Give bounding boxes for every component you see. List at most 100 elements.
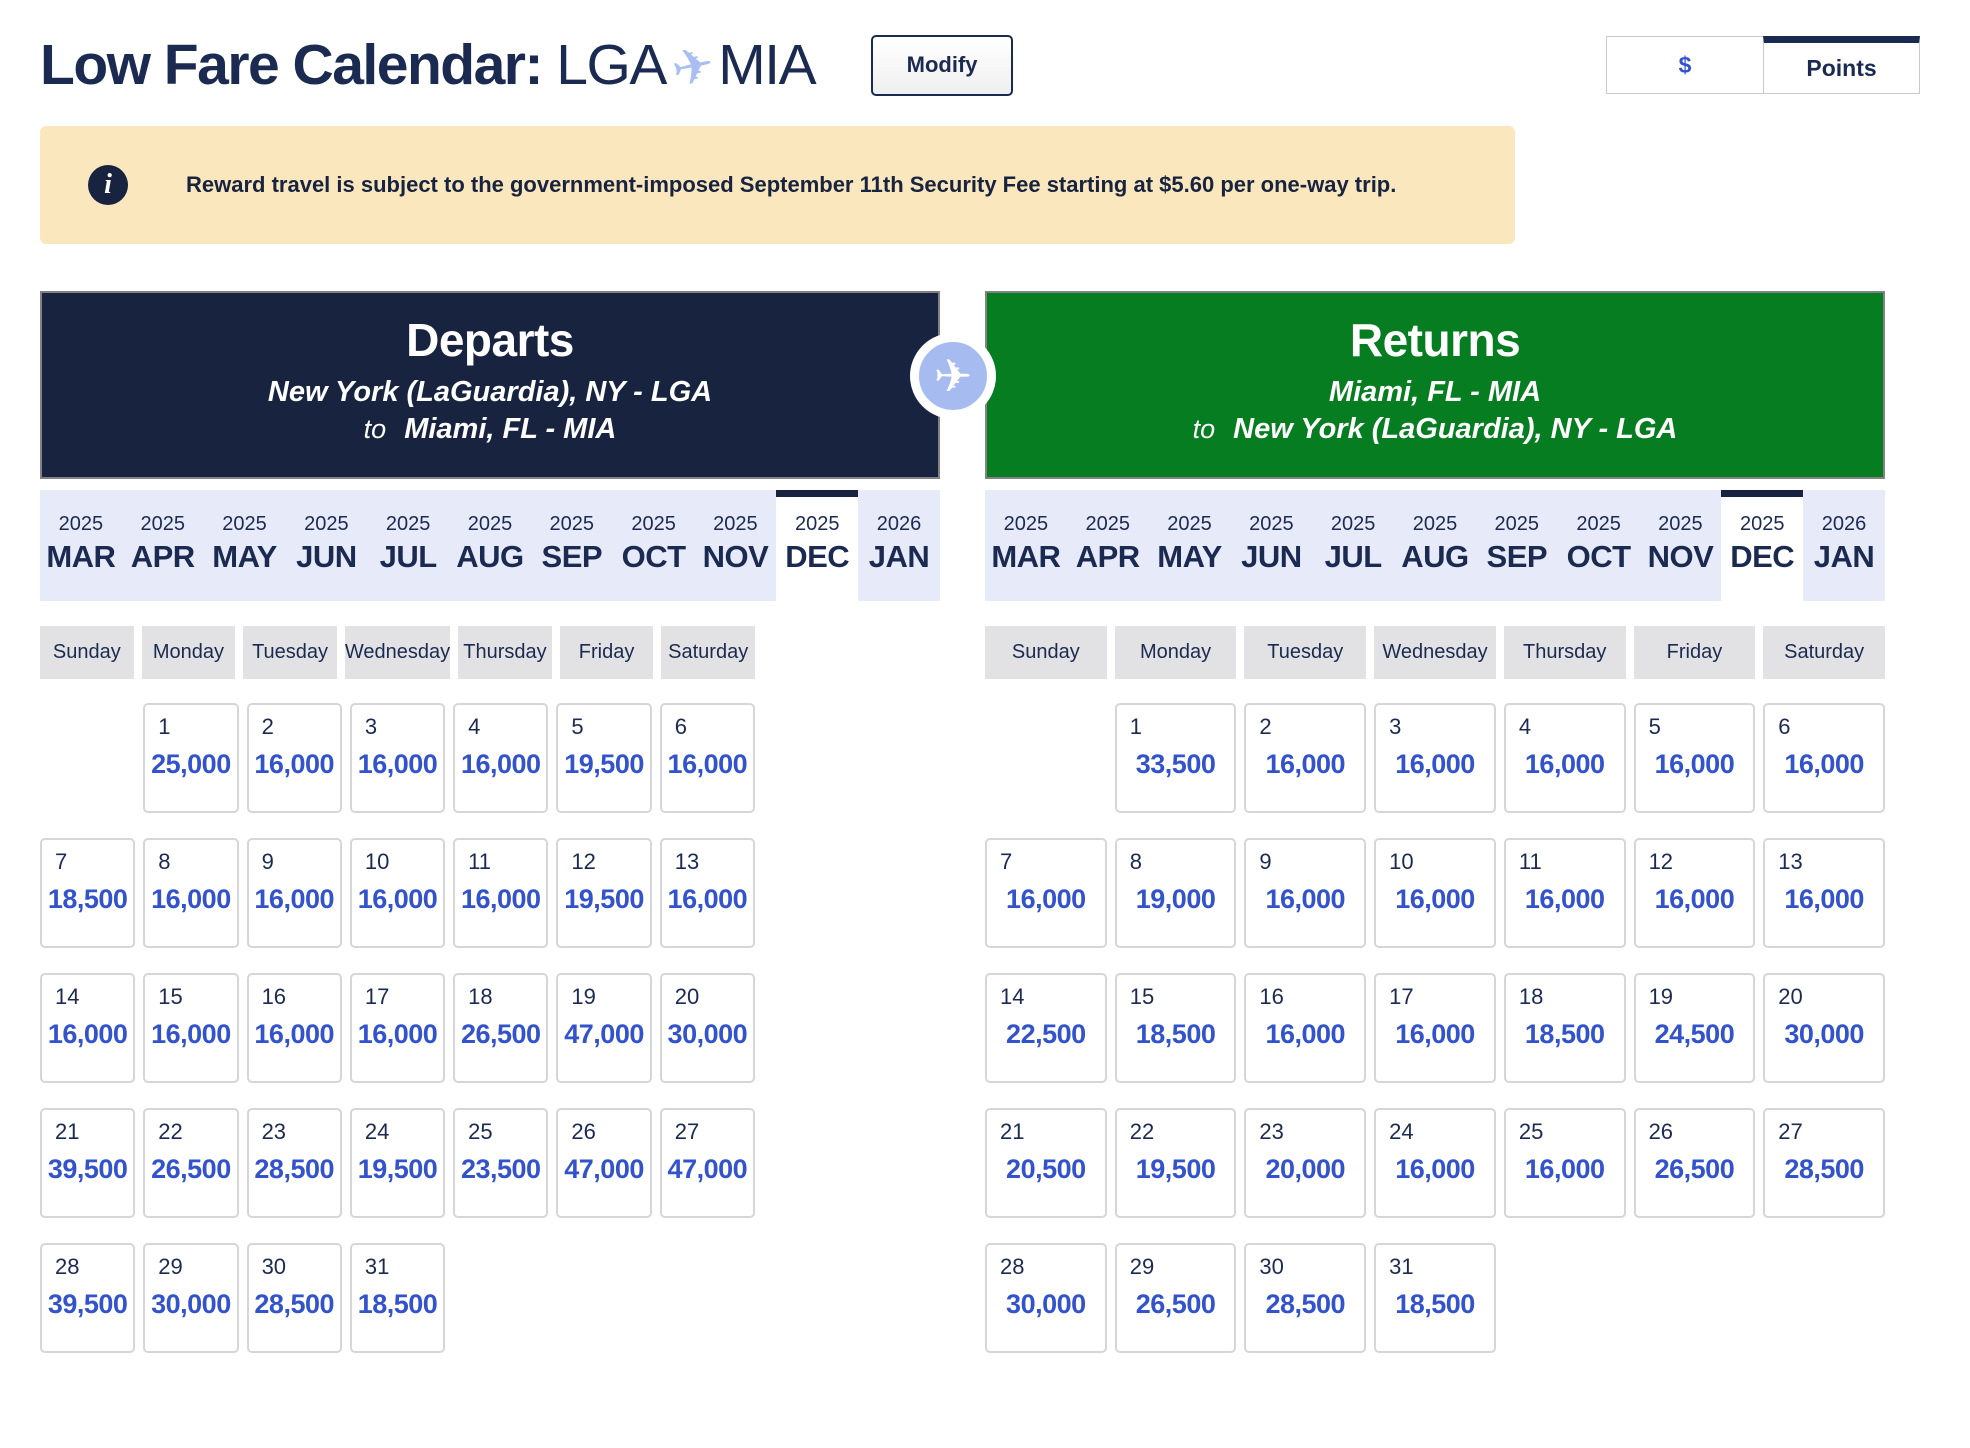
month-tab-apr[interactable]: 2025 APR	[122, 490, 204, 601]
day-cell-returns-12[interactable]: 12 16,000	[1633, 838, 1756, 948]
day-cell-returns-8[interactable]: 8 19,000	[1114, 838, 1237, 948]
day-price: 16,000	[1654, 884, 1735, 914]
day-cell-departs-5[interactable]: 5 19,500	[556, 703, 652, 813]
day-cell-returns-14[interactable]: 14 22,500	[985, 973, 1107, 1083]
month-tab-dec[interactable]: 2025 DEC	[1721, 490, 1804, 601]
day-cell-returns-30[interactable]: 30 28,500	[1244, 1243, 1367, 1353]
day-cell-returns-9[interactable]: 9 16,000	[1244, 838, 1367, 948]
day-cell-returns-26[interactable]: 26 26,500	[1633, 1108, 1756, 1218]
weekday-header-tuesday: Tuesday	[1244, 626, 1367, 679]
day-cell-departs-10[interactable]: 10 16,000	[349, 838, 446, 948]
modify-button[interactable]: Modify	[871, 34, 1014, 96]
day-cell-returns-5[interactable]: 5 16,000	[1633, 703, 1756, 813]
day-cell-returns-19[interactable]: 19 24,500	[1633, 973, 1756, 1083]
day-price: 16,000	[460, 749, 541, 779]
weekday-header-wednesday: Wednesday	[344, 626, 451, 679]
toggle-dollars-tab[interactable]: $	[1606, 36, 1763, 94]
month-tab-oct[interactable]: 2025 OCT	[613, 490, 695, 601]
day-cell-departs-19[interactable]: 19 47,000	[556, 973, 652, 1083]
day-cell-returns-7[interactable]: 7 16,000	[985, 838, 1107, 948]
day-cell-returns-22[interactable]: 22 19,500	[1114, 1108, 1237, 1218]
month-tab-jul[interactable]: 2025 JUL	[1312, 490, 1394, 601]
toggle-points-tab[interactable]: Points	[1763, 36, 1920, 94]
day-cell-departs-26[interactable]: 26 47,000	[556, 1108, 652, 1218]
day-cell-departs-29[interactable]: 29 30,000	[143, 1243, 239, 1353]
day-cell-returns-10[interactable]: 10 16,000	[1374, 838, 1496, 948]
day-cell-departs-17[interactable]: 17 16,000	[349, 973, 446, 1083]
day-price: 16,000	[47, 1019, 128, 1049]
day-cell-returns-23[interactable]: 23 20,000	[1244, 1108, 1367, 1218]
day-cell-departs-1[interactable]: 1 25,000	[143, 703, 239, 813]
month-tab-jun[interactable]: 2025 JUN	[285, 490, 367, 601]
month-tab-aug[interactable]: 2025 AUG	[1394, 490, 1476, 601]
day-cell-departs-11[interactable]: 11 16,000	[453, 838, 549, 948]
day-cell-returns-29[interactable]: 29 26,500	[1114, 1243, 1237, 1353]
day-cell-departs-25[interactable]: 25 23,500	[453, 1108, 549, 1218]
day-cell-returns-28[interactable]: 28 30,000	[985, 1243, 1107, 1353]
day-cell-returns-18[interactable]: 18 18,500	[1503, 973, 1626, 1083]
day-cell-departs-18[interactable]: 18 26,500	[453, 973, 549, 1083]
day-cell-departs-31[interactable]: 31 18,500	[349, 1243, 446, 1353]
day-cell-departs-2[interactable]: 2 16,000	[246, 703, 342, 813]
day-cell-returns-11[interactable]: 11 16,000	[1503, 838, 1626, 948]
month-tab-jul[interactable]: 2025 JUL	[367, 490, 449, 601]
month-tab-sep[interactable]: 2025 SEP	[1476, 490, 1558, 601]
month-tab-jun[interactable]: 2025 JUN	[1230, 490, 1312, 601]
day-cell-returns-4[interactable]: 4 16,000	[1503, 703, 1626, 813]
day-cell-departs-27[interactable]: 27 47,000	[659, 1108, 755, 1218]
departs-day-grid: 1 25,000 2 16,000 3 16,000 4 16,000 5 19,500 6 16,0…	[40, 703, 755, 1353]
day-cell-returns-3[interactable]: 3 16,000	[1374, 703, 1496, 813]
weekday-header-thursday: Thursday	[1503, 626, 1626, 679]
day-number: 28	[55, 1254, 80, 1279]
month-tab-jan[interactable]: 2026 JAN	[858, 490, 940, 601]
day-cell-departs-7[interactable]: 7 18,500	[40, 838, 136, 948]
day-cell-returns-20[interactable]: 20 30,000	[1763, 973, 1885, 1083]
month-tab-oct[interactable]: 2025 OCT	[1558, 490, 1640, 601]
month-tab-mar[interactable]: 2025 MAR	[40, 490, 122, 601]
day-cell-returns-2[interactable]: 2 16,000	[1244, 703, 1367, 813]
day-cell-departs-20[interactable]: 20 30,000	[659, 973, 755, 1083]
day-cell-returns-25[interactable]: 25 16,000	[1503, 1108, 1626, 1218]
month-tab-nov[interactable]: 2025 NOV	[695, 490, 777, 601]
day-cell-returns-31[interactable]: 31 18,500	[1374, 1243, 1496, 1353]
month-tab-apr[interactable]: 2025 APR	[1067, 490, 1149, 601]
day-cell-returns-16[interactable]: 16 16,000	[1244, 973, 1367, 1083]
day-cell-departs-6[interactable]: 6 16,000	[659, 703, 755, 813]
day-cell-returns-6[interactable]: 6 16,000	[1763, 703, 1885, 813]
day-cell-returns-21[interactable]: 21 20,500	[985, 1108, 1107, 1218]
day-cell-departs-28[interactable]: 28 39,500	[40, 1243, 136, 1353]
day-cell-departs-15[interactable]: 15 16,000	[143, 973, 239, 1083]
month-tab-year: 2025	[1576, 513, 1621, 535]
day-cell-departs-16[interactable]: 16 16,000	[246, 973, 342, 1083]
month-tab-dec[interactable]: 2025 DEC	[776, 490, 859, 601]
page-title: Low Fare Calendar: LGA✈MIA	[40, 32, 817, 99]
month-tab-aug[interactable]: 2025 AUG	[449, 490, 531, 601]
day-cell-returns-24[interactable]: 24 16,000	[1374, 1108, 1496, 1218]
month-tab-sep[interactable]: 2025 SEP	[531, 490, 613, 601]
day-cell-departs-30[interactable]: 30 28,500	[246, 1243, 342, 1353]
day-cell-departs-13[interactable]: 13 16,000	[659, 838, 755, 948]
month-tab-label: MAR	[46, 539, 116, 574]
day-cell-departs-3[interactable]: 3 16,000	[349, 703, 446, 813]
day-cell-departs-23[interactable]: 23 28,500	[246, 1108, 342, 1218]
day-cell-departs-4[interactable]: 4 16,000	[453, 703, 549, 813]
day-cell-departs-22[interactable]: 22 26,500	[143, 1108, 239, 1218]
day-cell-departs-24[interactable]: 24 19,500	[349, 1108, 446, 1218]
month-tab-nov[interactable]: 2025 NOV	[1640, 490, 1722, 601]
day-cell-departs-9[interactable]: 9 16,000	[246, 838, 342, 948]
day-cell-returns-15[interactable]: 15 18,500	[1114, 973, 1237, 1083]
day-cell-returns-13[interactable]: 13 16,000	[1763, 838, 1885, 948]
day-cell-departs-14[interactable]: 14 16,000	[40, 973, 136, 1083]
month-tab-may[interactable]: 2025 MAY	[204, 490, 286, 601]
month-tab-mar[interactable]: 2025 MAR	[985, 490, 1067, 601]
day-number: 9	[1259, 849, 1272, 874]
month-tab-jan[interactable]: 2026 JAN	[1803, 490, 1885, 601]
month-tab-may[interactable]: 2025 MAY	[1149, 490, 1231, 601]
day-number: 24	[1389, 1119, 1414, 1144]
day-cell-returns-1[interactable]: 1 33,500	[1114, 703, 1237, 813]
day-cell-departs-8[interactable]: 8 16,000	[143, 838, 239, 948]
day-cell-departs-12[interactable]: 12 19,500	[556, 838, 652, 948]
day-cell-returns-17[interactable]: 17 16,000	[1374, 973, 1496, 1083]
day-cell-returns-27[interactable]: 27 28,500	[1763, 1108, 1885, 1218]
day-cell-departs-21[interactable]: 21 39,500	[40, 1108, 136, 1218]
